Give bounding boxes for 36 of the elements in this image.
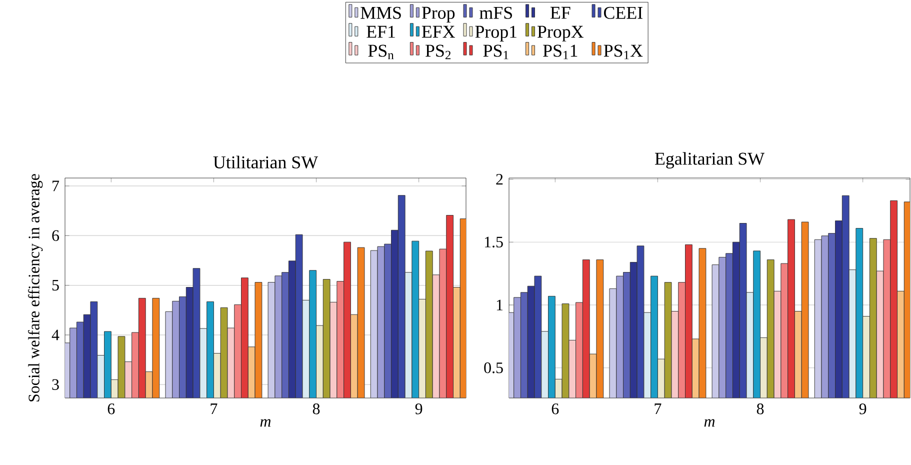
legend-label: EF1	[366, 26, 395, 38]
y-tick-label: 7	[52, 180, 60, 192]
chart-title: Egalitarian SW	[655, 152, 765, 169]
x-tick-label: 9	[415, 404, 422, 414]
x-tick-label: 8	[756, 404, 764, 414]
legend-label: EFX	[422, 26, 455, 38]
legend-label: EF	[550, 6, 570, 19]
x-tick-label: 6	[108, 404, 115, 414]
legend-label: mFS	[480, 6, 512, 19]
legend-label: MMS	[360, 6, 401, 19]
x-tick-label: 8	[312, 404, 320, 414]
legend-label: CEEI	[604, 6, 642, 19]
x-tick-label: 6	[552, 404, 559, 414]
legend-label: PS$_{n}$	[368, 44, 394, 60]
y-tick-label: 1.5	[484, 236, 503, 248]
y-tick-label: 5	[52, 280, 59, 291]
legend-label: PS$_{2}$	[426, 44, 451, 60]
x-axis-title: m	[260, 419, 271, 427]
legend-label: Prop	[422, 6, 455, 22]
legend-label: PS$_{1}$X	[604, 44, 643, 60]
legend-label: PropX	[538, 26, 584, 42]
y-tick-label: 6	[52, 230, 60, 241]
x-tick-label: 9	[859, 404, 866, 414]
y-tick-label: 3	[52, 379, 59, 390]
x-tick-label: 7	[210, 404, 218, 414]
y-axis-title: Social welfare efficiency in average	[28, 174, 43, 402]
legend-label: PS$_{1}$	[483, 44, 508, 60]
legend-label: Prop1	[475, 26, 516, 42]
x-axis-title: m	[704, 419, 715, 427]
y-tick-label: 4	[52, 330, 60, 340]
legend-label: PS$_{1}$1	[543, 44, 578, 60]
chart-title: Utilitarian SW	[213, 156, 318, 168]
y-tick-label: 2	[496, 174, 503, 185]
y-tick-label: 0.5	[484, 362, 503, 374]
x-tick-label: 7	[654, 404, 662, 414]
y-tick-label: 1	[496, 300, 503, 310]
